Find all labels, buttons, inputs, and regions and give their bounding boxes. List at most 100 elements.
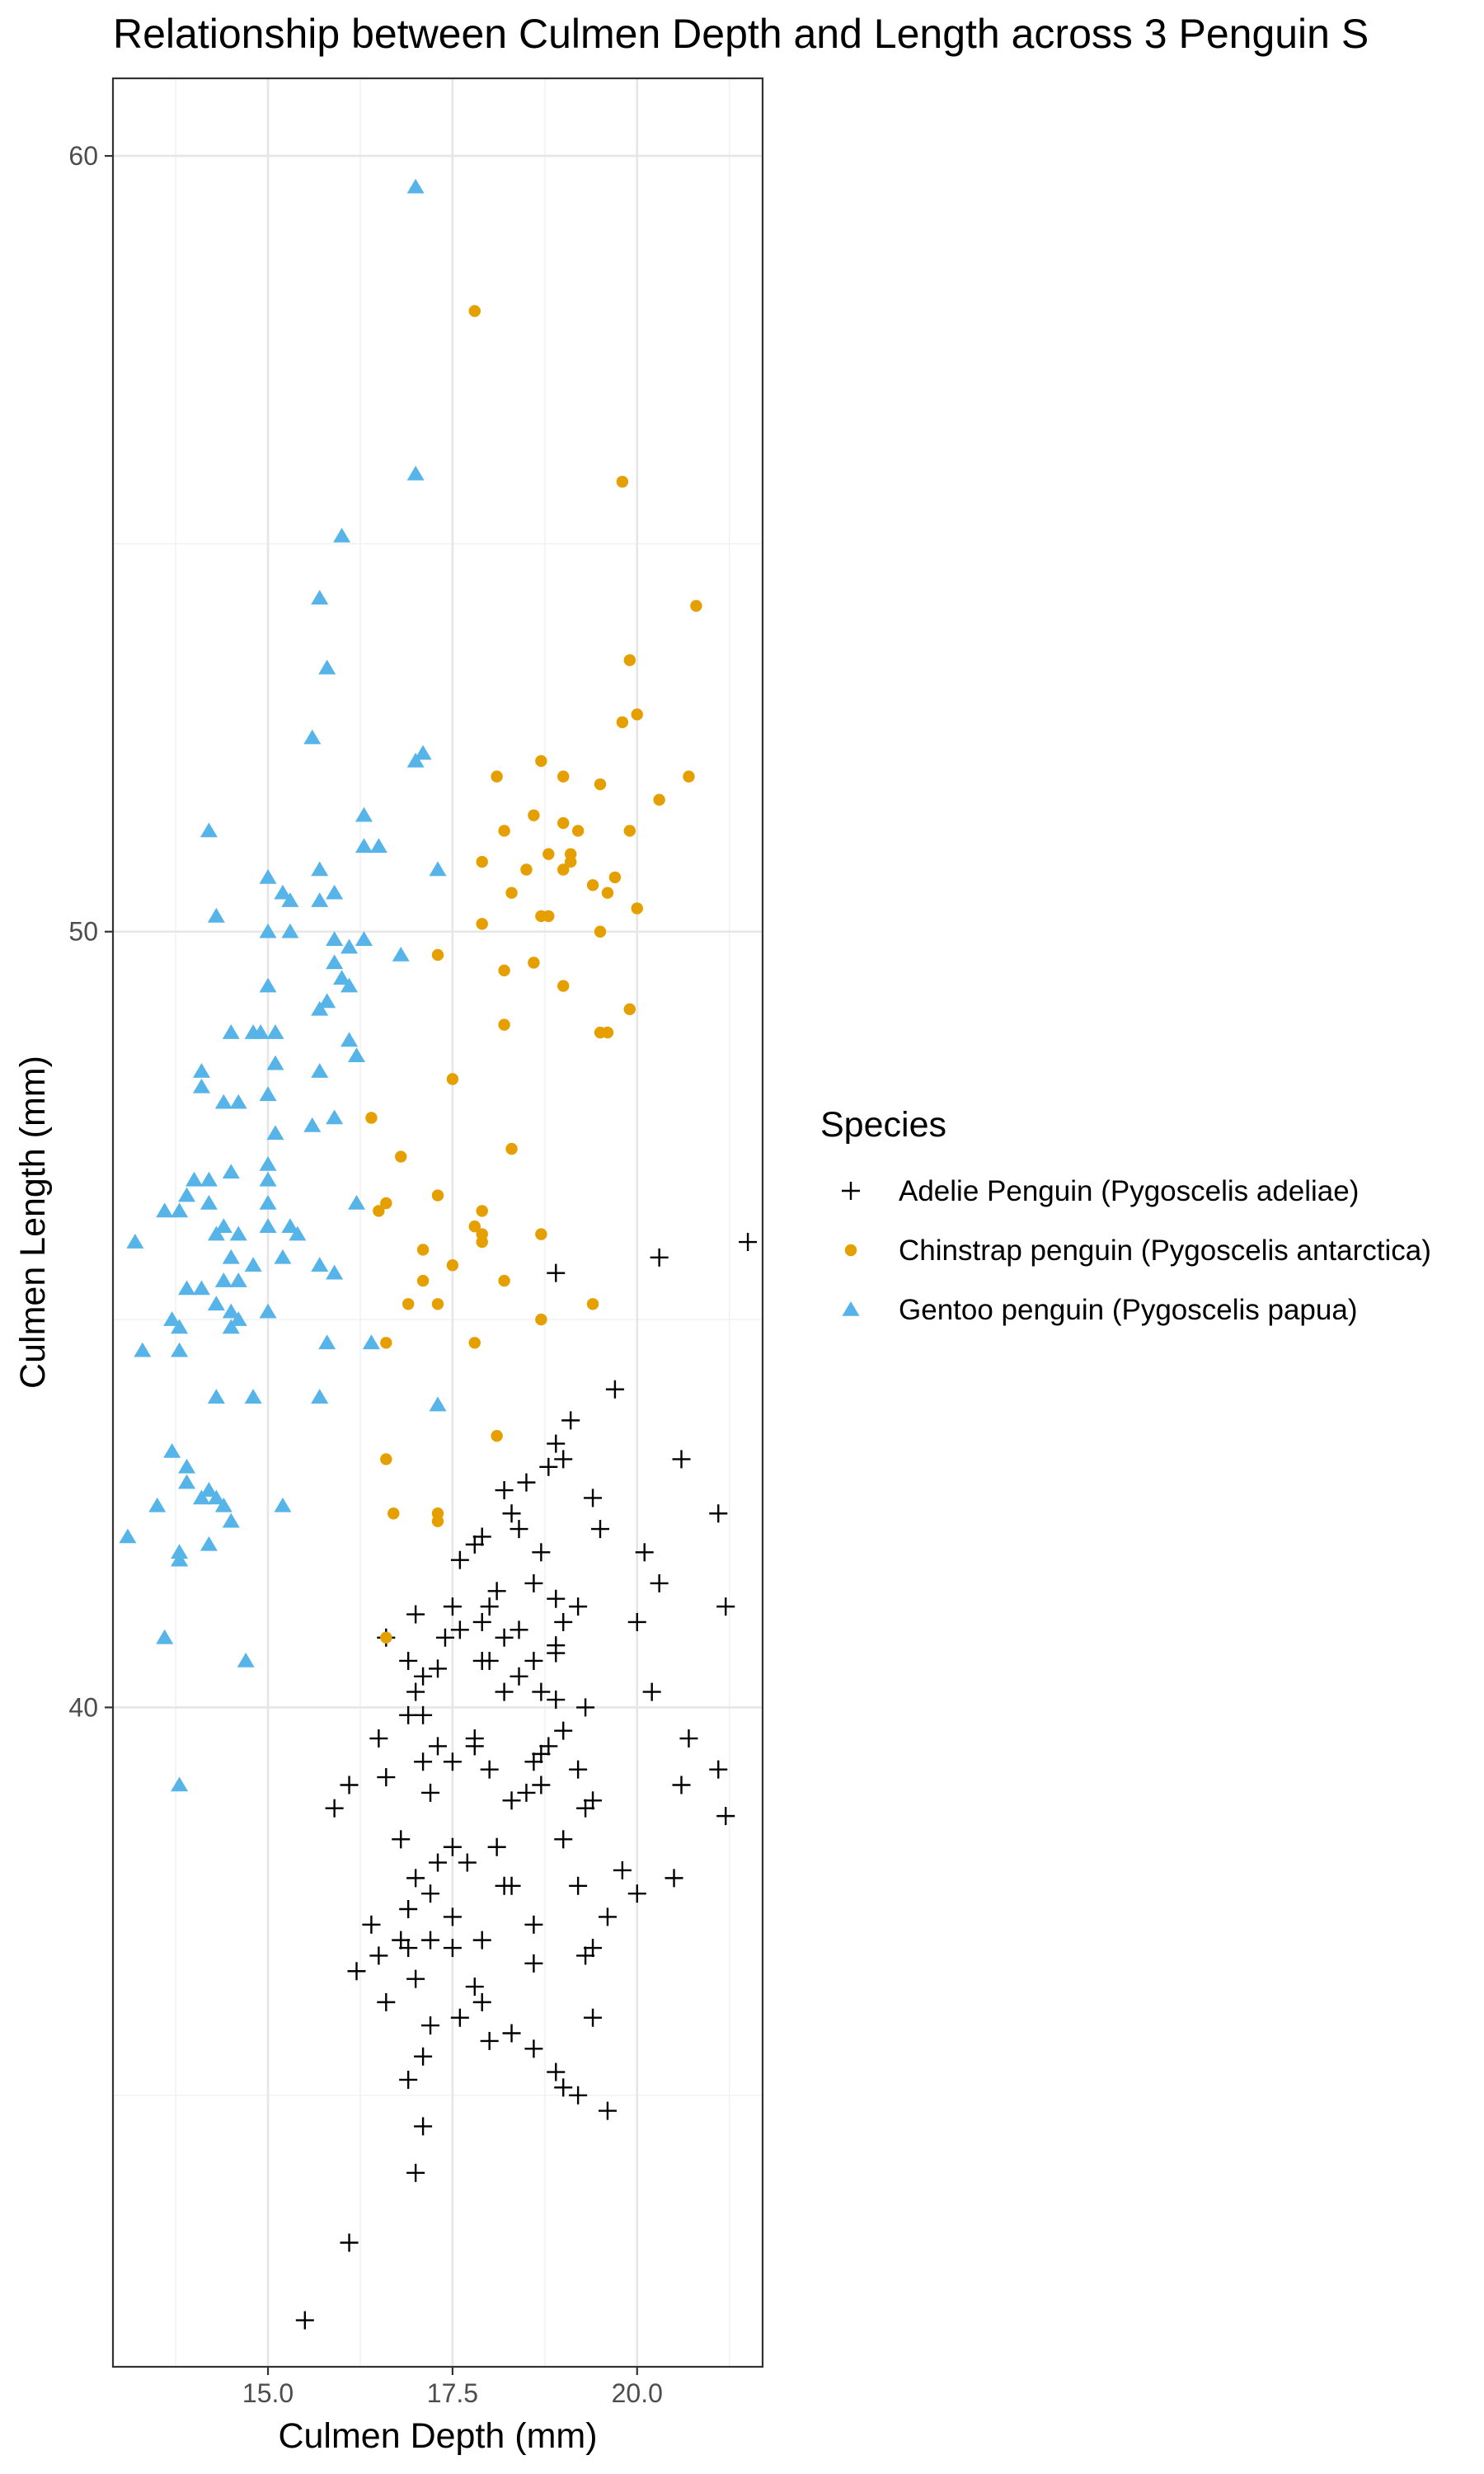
data-point bbox=[222, 1512, 240, 1528]
data-point bbox=[200, 1171, 218, 1187]
data-point bbox=[458, 1853, 477, 1872]
data-point bbox=[171, 1776, 189, 1792]
data-point bbox=[222, 1319, 240, 1334]
data-point bbox=[200, 1482, 218, 1497]
data-point bbox=[207, 907, 225, 923]
data-point bbox=[650, 1573, 669, 1592]
data-point bbox=[340, 977, 359, 993]
data-point bbox=[333, 528, 351, 543]
data-point bbox=[311, 1389, 329, 1404]
data-point bbox=[498, 964, 510, 976]
data-point bbox=[163, 1443, 181, 1458]
data-point bbox=[355, 807, 373, 822]
data-point bbox=[259, 1303, 277, 1319]
data-point bbox=[665, 1869, 683, 1888]
data-point bbox=[480, 2031, 499, 2050]
data-point bbox=[229, 1272, 247, 1287]
data-point bbox=[369, 838, 387, 854]
data-point bbox=[200, 822, 218, 838]
data-point bbox=[326, 1109, 344, 1125]
data-point bbox=[716, 1597, 735, 1616]
data-point bbox=[623, 1003, 636, 1016]
data-point bbox=[274, 1497, 292, 1512]
data-point bbox=[229, 1311, 247, 1326]
data-point bbox=[303, 729, 322, 745]
data-point bbox=[377, 1992, 396, 2011]
data-point bbox=[171, 1202, 189, 1218]
data-point bbox=[591, 1520, 609, 1539]
data-point bbox=[414, 1705, 433, 1724]
data-point bbox=[311, 861, 329, 877]
data-point bbox=[491, 1429, 503, 1442]
data-point bbox=[134, 1342, 152, 1357]
data-point bbox=[532, 1744, 551, 1763]
legend-item: Chinstrap penguin (Pygoscelis antarctica… bbox=[844, 1235, 1431, 1267]
data-point bbox=[584, 1939, 603, 1958]
data-point bbox=[535, 755, 547, 767]
data-point bbox=[554, 1450, 573, 1469]
data-point bbox=[178, 1474, 196, 1489]
data-point bbox=[498, 1018, 510, 1031]
data-point bbox=[369, 1946, 388, 1965]
data-point bbox=[569, 1760, 588, 1779]
data-point bbox=[431, 1515, 444, 1527]
data-point bbox=[414, 745, 432, 760]
data-point bbox=[119, 1528, 137, 1544]
legend-item: Adelie Penguin (Pygoscelis adeliae) bbox=[842, 1175, 1359, 1207]
data-point bbox=[498, 1274, 510, 1287]
data-point bbox=[395, 1150, 407, 1163]
legend-item: Gentoo penguin (Pygoscelis papua) bbox=[842, 1294, 1357, 1326]
data-point bbox=[340, 2233, 359, 2252]
data-point bbox=[416, 1244, 430, 1256]
data-point bbox=[502, 1791, 521, 1810]
data-point bbox=[311, 892, 329, 907]
data-point bbox=[547, 2062, 566, 2081]
data-point bbox=[207, 1489, 225, 1505]
data-point bbox=[505, 1142, 518, 1155]
data-point bbox=[311, 1000, 329, 1016]
data-point bbox=[406, 1682, 425, 1701]
data-point bbox=[608, 871, 622, 884]
data-point bbox=[429, 1396, 447, 1412]
data-point bbox=[495, 1628, 514, 1647]
legend-label: Chinstrap penguin (Pygoscelis antarctica… bbox=[899, 1235, 1431, 1267]
series-points bbox=[119, 178, 447, 1792]
data-point bbox=[598, 1907, 617, 1926]
data-point bbox=[429, 861, 447, 877]
data-point bbox=[584, 2008, 603, 2027]
data-point bbox=[443, 1939, 462, 1958]
data-point bbox=[266, 1125, 284, 1141]
data-point bbox=[207, 1296, 225, 1311]
data-point bbox=[528, 809, 540, 821]
data-point bbox=[406, 1869, 425, 1888]
x-axis-ticks: 15.0 17.5 20.0 bbox=[242, 2367, 663, 2408]
data-point bbox=[672, 1450, 691, 1469]
data-point bbox=[214, 1272, 232, 1287]
data-point bbox=[495, 1682, 514, 1701]
data-point bbox=[222, 1164, 240, 1179]
data-point bbox=[542, 848, 555, 860]
data-point bbox=[468, 1221, 481, 1233]
data-point bbox=[450, 1620, 469, 1639]
data-point bbox=[406, 1969, 425, 1988]
data-point bbox=[355, 838, 373, 854]
data-point bbox=[171, 1342, 189, 1357]
data-point bbox=[446, 1073, 459, 1085]
data-point bbox=[402, 1298, 415, 1310]
data-point bbox=[528, 957, 540, 969]
data-point bbox=[557, 816, 570, 830]
data-point bbox=[465, 1729, 484, 1748]
data-point bbox=[311, 590, 329, 605]
legend-label: Adelie Penguin (Pygoscelis adeliae) bbox=[899, 1175, 1359, 1207]
data-point bbox=[450, 1550, 469, 1569]
data-point bbox=[171, 1319, 189, 1334]
data-point bbox=[414, 1667, 433, 1686]
data-point bbox=[739, 1233, 758, 1252]
legend: Species Adelie Penguin (Pygoscelis adeli… bbox=[820, 1105, 1431, 1326]
data-point bbox=[406, 178, 425, 194]
series-points bbox=[365, 305, 702, 1644]
data-point bbox=[251, 1024, 270, 1039]
data-point bbox=[502, 1504, 521, 1523]
data-point bbox=[156, 1202, 174, 1218]
data-point bbox=[601, 887, 614, 899]
